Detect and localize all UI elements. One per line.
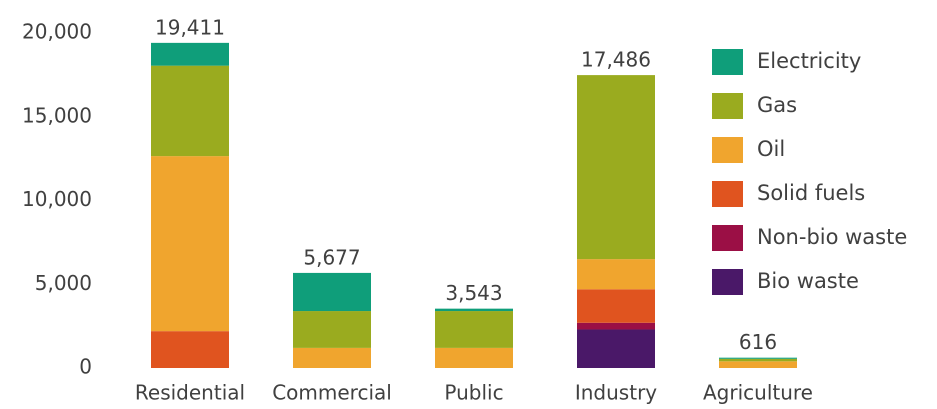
bar-segment [719,357,797,359]
x-tick-label: Industry [575,381,657,405]
bar-segment [719,358,797,362]
bar-segment [151,42,229,66]
legend-swatch [712,137,743,163]
bar-segment [293,311,371,348]
legend-label: Gas [757,93,797,117]
x-tick-label: Public [444,381,503,405]
bar-segment [293,272,371,312]
bar-segment [151,331,229,368]
y-tick-label: 10,000 [22,187,92,211]
bar-segment [151,65,229,157]
bar-segment [719,361,797,368]
legend-swatch [712,181,743,207]
bar-segment [151,156,229,332]
bar-segment [435,311,513,348]
bar-segment [577,329,655,368]
legend: Electricity Gas Oil Solid fuels Non-bio wast… [712,49,907,295]
y-tick-label: 0 [79,355,92,379]
bar-segment [577,259,655,290]
legend-swatch [712,49,743,75]
legend-label: Oil [757,137,785,161]
y-tick-label: 5,000 [35,271,92,295]
x-tick-label: Agriculture [703,381,813,405]
legend-label: Electricity [757,49,861,73]
total-label: 3,543 [445,281,502,305]
bar-segment [577,289,655,323]
legend-label: Solid fuels [757,181,865,205]
total-label: 19,411 [155,15,225,39]
legend-label: Non-bio waste [757,225,907,249]
x-tick-label: Commercial [272,381,392,405]
total-label: 17,486 [581,48,651,72]
bar-segment [293,347,371,368]
legend-label: Bio waste [757,269,859,293]
x-tick-label: Residential [135,381,245,405]
bar-segment [577,322,655,330]
legend-swatch [712,93,743,119]
total-label: 616 [739,330,777,354]
y-tick-label: 20,000 [22,20,92,44]
legend-swatch [712,225,743,251]
y-tick-label: 15,000 [22,103,92,127]
bar-segment [435,347,513,368]
bar-segment [435,308,513,312]
bar-segment [577,75,655,260]
total-label: 5,677 [303,245,360,269]
legend-swatch [712,269,743,295]
